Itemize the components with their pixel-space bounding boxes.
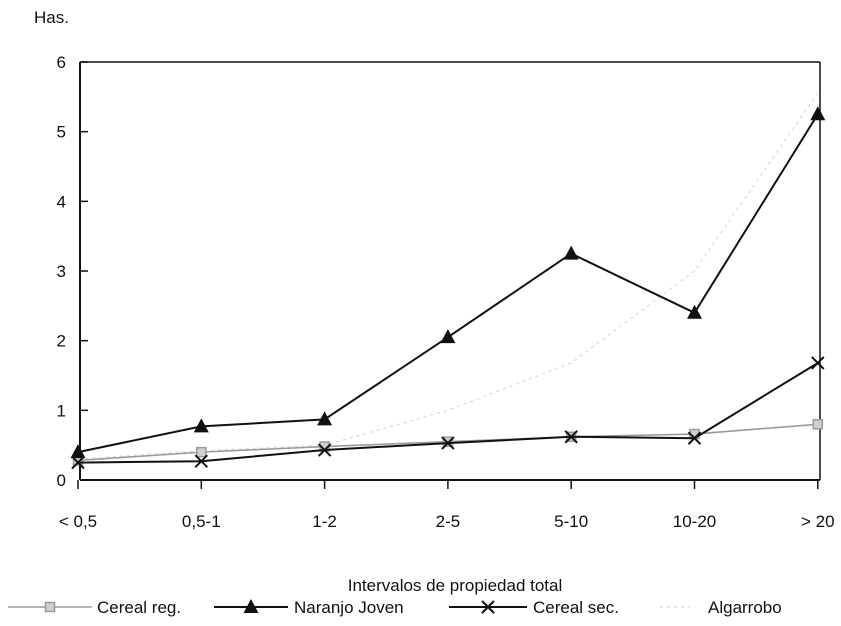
plot-frame [79, 61, 821, 481]
data-point-cereal-reg [196, 446, 207, 458]
y-tick-label: 1 [57, 401, 66, 420]
x-tick-label: 10-20 [673, 512, 716, 531]
x-tick-label: 5-10 [554, 512, 588, 531]
x-tick-label: < 0,5 [59, 512, 97, 531]
y-tick-label: 5 [57, 123, 66, 142]
series-layer [70, 93, 826, 470]
data-point-naranjo-joven [193, 418, 209, 433]
data-point-naranjo-joven [440, 329, 456, 344]
series-naranjo-joven [70, 106, 826, 459]
data-point-cereal-sec [564, 430, 578, 444]
data-point-cereal-sec [441, 436, 455, 450]
legend-marker [243, 599, 259, 613]
x-tick-label: > 20 [801, 512, 835, 531]
x-axis-label: Intervalos de propiedad total [348, 576, 563, 595]
x-tick-label: 1-2 [312, 512, 337, 531]
data-point-cereal-sec [687, 431, 702, 445]
legend-item: Cereal sec. [449, 598, 619, 617]
x-axis: < 0,5 0,5-1 1-2 2-5 5-10 10-20 > 20 [59, 480, 835, 531]
data-point-naranjo-joven [70, 444, 86, 459]
y-axis-label: Has. [34, 8, 69, 27]
data-point-cereal-sec [317, 443, 332, 457]
data-point-naranjo-joven [317, 411, 333, 426]
y-tick-label: 6 [57, 53, 66, 72]
data-point-cereal-sec [194, 454, 209, 468]
y-tick-label: 0 [57, 471, 66, 490]
legend-marker [44, 601, 56, 613]
x-tick-label: 0,5-1 [182, 512, 221, 531]
data-point-naranjo-joven [810, 106, 826, 121]
x-tick-label: 2-5 [436, 512, 461, 531]
legend: Cereal reg. Naranjo Joven Cereal sec. Algar… [8, 598, 782, 617]
legend-label: Cereal reg. [97, 598, 181, 617]
y-tick-label: 2 [57, 332, 66, 351]
series-line-cereal-sec [77, 362, 819, 464]
series-line-naranjo-joven [77, 113, 819, 454]
data-point-cereal-reg [812, 419, 824, 430]
data-point-cereal-sec [811, 356, 825, 370]
legend-label: Naranjo Joven [294, 598, 404, 617]
legend-label: Algarrobo [708, 598, 782, 617]
series-algarrobo [77, 93, 819, 460]
legend-item: Algarrobo [660, 598, 782, 617]
data-point-naranjo-joven [687, 304, 702, 319]
legend-marker [481, 600, 495, 614]
data-point-cereal-sec [71, 455, 85, 470]
data-point-naranjo-joven [563, 245, 579, 260]
series-cereal-sec [71, 356, 825, 470]
y-axis: 0 1 2 3 4 5 6 [57, 53, 88, 490]
legend-item: Cereal reg. [8, 598, 181, 617]
series-line-algarrobo [77, 93, 819, 460]
legend-item: Naranjo Joven [214, 598, 404, 617]
y-tick-label: 3 [57, 262, 66, 281]
y-tick-label: 4 [57, 192, 66, 211]
legend-label: Cereal sec. [533, 598, 619, 617]
